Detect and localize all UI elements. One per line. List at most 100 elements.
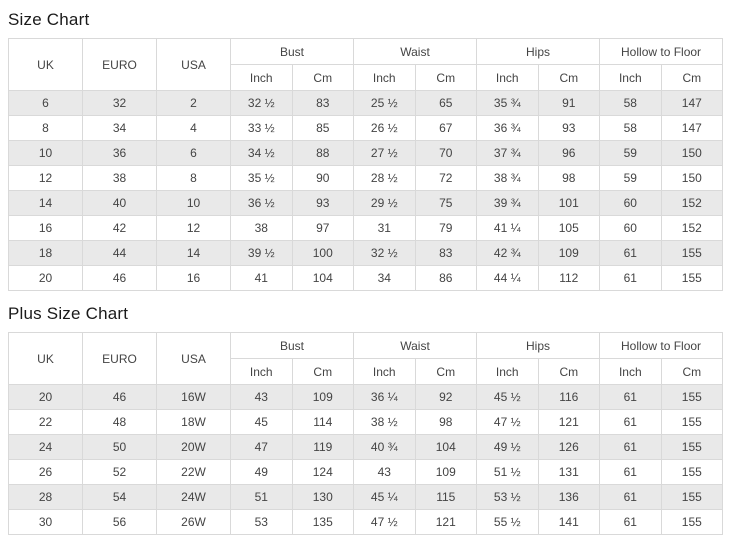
table-cell: 39 ½ — [230, 240, 293, 266]
table-cell: 18 — [8, 240, 83, 266]
table-cell: 83 — [291, 90, 355, 116]
table-row: 28 54 24W 51 130 45 ¼ 115 53 ½ 136 61 155 — [8, 484, 724, 510]
table-cell: 90 — [291, 165, 355, 191]
table-cell: 26 ½ — [353, 115, 416, 141]
table-cell: 35 ½ — [230, 165, 293, 191]
table-header: UK EURO USA Bust Waist Hips Hollow to Fl… — [8, 38, 724, 91]
table-cell: 36 ¾ — [476, 115, 539, 141]
table-cell: 61 — [599, 434, 662, 460]
table-row: 16 42 12 38 97 31 79 41 ¼ 105 60 152 — [8, 215, 724, 241]
col-header-hollow-cm: Cm — [660, 358, 724, 385]
header-row-groups: UK EURO USA Bust Waist Hips Hollow to Fl… — [8, 38, 724, 91]
table-cell: 24W — [156, 484, 231, 510]
table-row: 14 40 10 36 ½ 93 29 ½ 75 39 ¾ 101 60 152 — [8, 190, 724, 216]
col-header-hollow-inch: Inch — [599, 358, 662, 385]
table-row: 24 50 20W 47 119 40 ¾ 104 49 ½ 126 61 155 — [8, 434, 724, 460]
table-cell: 33 ½ — [230, 115, 293, 141]
table-cell: 155 — [660, 240, 724, 266]
table-cell: 115 — [414, 484, 478, 510]
table-cell: 49 ½ — [476, 434, 539, 460]
table-cell: 58 — [599, 90, 662, 116]
table-cell: 34 ½ — [230, 140, 293, 166]
col-header-bust: Bust — [229, 332, 355, 359]
table-row: 20 46 16W 43 109 36 ¼ 92 45 ½ 116 61 155 — [8, 384, 724, 410]
table-cell: 59 — [599, 165, 662, 191]
table-cell: 45 — [230, 409, 293, 435]
header-row-units: Inch Cm Inch Cm Inch Cm Inch Cm — [9, 64, 724, 91]
table-row: 12 38 8 35 ½ 90 28 ½ 72 38 ¾ 98 59 150 — [8, 165, 724, 191]
table-cell: 155 — [660, 434, 724, 460]
table-cell: 34 — [353, 265, 416, 291]
table-cell: 67 — [414, 115, 478, 141]
table-cell: 46 — [82, 265, 157, 291]
table-cell: 8 — [156, 165, 231, 191]
header-row-groups: UK EURO USA Bust Waist Hips Hollow to Fl… — [8, 332, 724, 385]
col-header-hollow-to-floor: Hollow to Floor — [599, 332, 724, 359]
table-cell: 29 ½ — [353, 190, 416, 216]
col-header-bust-cm: Cm — [291, 64, 355, 91]
col-header-bust-inch: Inch — [230, 358, 293, 385]
col-header-bust-inch: Inch — [230, 64, 293, 91]
table-cell: 22 — [8, 409, 83, 435]
table-cell: 61 — [599, 384, 662, 410]
table-cell: 109 — [414, 459, 478, 485]
table-cell: 150 — [660, 165, 724, 191]
table-cell: 98 — [414, 409, 478, 435]
table-cell: 10 — [156, 190, 231, 216]
table-cell: 28 ½ — [353, 165, 416, 191]
table-row: 10 36 6 34 ½ 88 27 ½ 70 37 ¾ 96 59 150 — [8, 140, 724, 166]
table-cell: 61 — [599, 509, 662, 535]
table-cell: 70 — [414, 140, 478, 166]
table-cell: 10 — [8, 140, 83, 166]
table-cell: 61 — [599, 459, 662, 485]
table-cell: 121 — [414, 509, 478, 535]
table-cell: 16W — [156, 384, 231, 410]
table-cell: 97 — [291, 215, 355, 241]
table-cell: 131 — [537, 459, 601, 485]
table-cell: 52 — [82, 459, 157, 485]
table-cell: 98 — [537, 165, 601, 191]
table-cell: 92 — [414, 384, 478, 410]
header-row-units: Inch Cm Inch Cm Inch Cm Inch Cm — [9, 358, 724, 385]
table-cell: 4 — [156, 115, 231, 141]
table-cell: 41 ¼ — [476, 215, 539, 241]
table-cell: 47 — [230, 434, 293, 460]
table-cell: 46 — [82, 384, 157, 410]
table-cell: 47 ½ — [476, 409, 539, 435]
table-cell: 61 — [599, 484, 662, 510]
table-cell: 79 — [414, 215, 478, 241]
col-header-waist-cm: Cm — [414, 358, 478, 385]
col-header-usa: USA — [156, 332, 231, 385]
table-cell: 112 — [537, 265, 601, 291]
table-cell: 37 ¾ — [476, 140, 539, 166]
table-cell: 86 — [414, 265, 478, 291]
table-row: 30 56 26W 53 135 47 ½ 121 55 ½ 141 61 155 — [8, 509, 724, 535]
table-cell: 53 — [230, 509, 293, 535]
table-cell: 45 ¼ — [353, 484, 416, 510]
table-cell: 36 — [82, 140, 157, 166]
table-cell: 61 — [599, 240, 662, 266]
table-cell: 41 — [230, 265, 293, 291]
table-row: 20 46 16 41 104 34 86 44 ¼ 112 61 155 — [8, 265, 724, 291]
table-cell: 16 — [156, 265, 231, 291]
table-cell: 38 — [230, 215, 293, 241]
table-cell: 32 ½ — [230, 90, 293, 116]
table-row: 18 44 14 39 ½ 100 32 ½ 83 42 ¾ 109 61 155 — [8, 240, 724, 266]
table-cell: 2 — [156, 90, 231, 116]
plus-size-chart-title: Plus Size Chart — [8, 304, 129, 323]
table-cell: 114 — [291, 409, 355, 435]
table-cell: 61 — [599, 409, 662, 435]
table-cell: 119 — [291, 434, 355, 460]
table-cell: 116 — [537, 384, 601, 410]
col-header-waist-cm: Cm — [414, 64, 478, 91]
table-cell: 25 ½ — [353, 90, 416, 116]
plus-size-chart-table: UK EURO USA Bust Waist Hips Hollow to Fl… — [8, 332, 724, 535]
table-cell: 28 — [8, 484, 83, 510]
table-cell: 53 ½ — [476, 484, 539, 510]
table-cell: 42 ¾ — [476, 240, 539, 266]
table-cell: 44 — [82, 240, 157, 266]
table-row: 6 32 2 32 ½ 83 25 ½ 65 35 ¾ 91 58 147 — [8, 90, 724, 116]
table-cell: 34 — [82, 115, 157, 141]
table-cell: 38 ¾ — [476, 165, 539, 191]
size-chart-section: Size Chart UK EURO USA Bust Waist Hips H… — [8, 10, 724, 291]
